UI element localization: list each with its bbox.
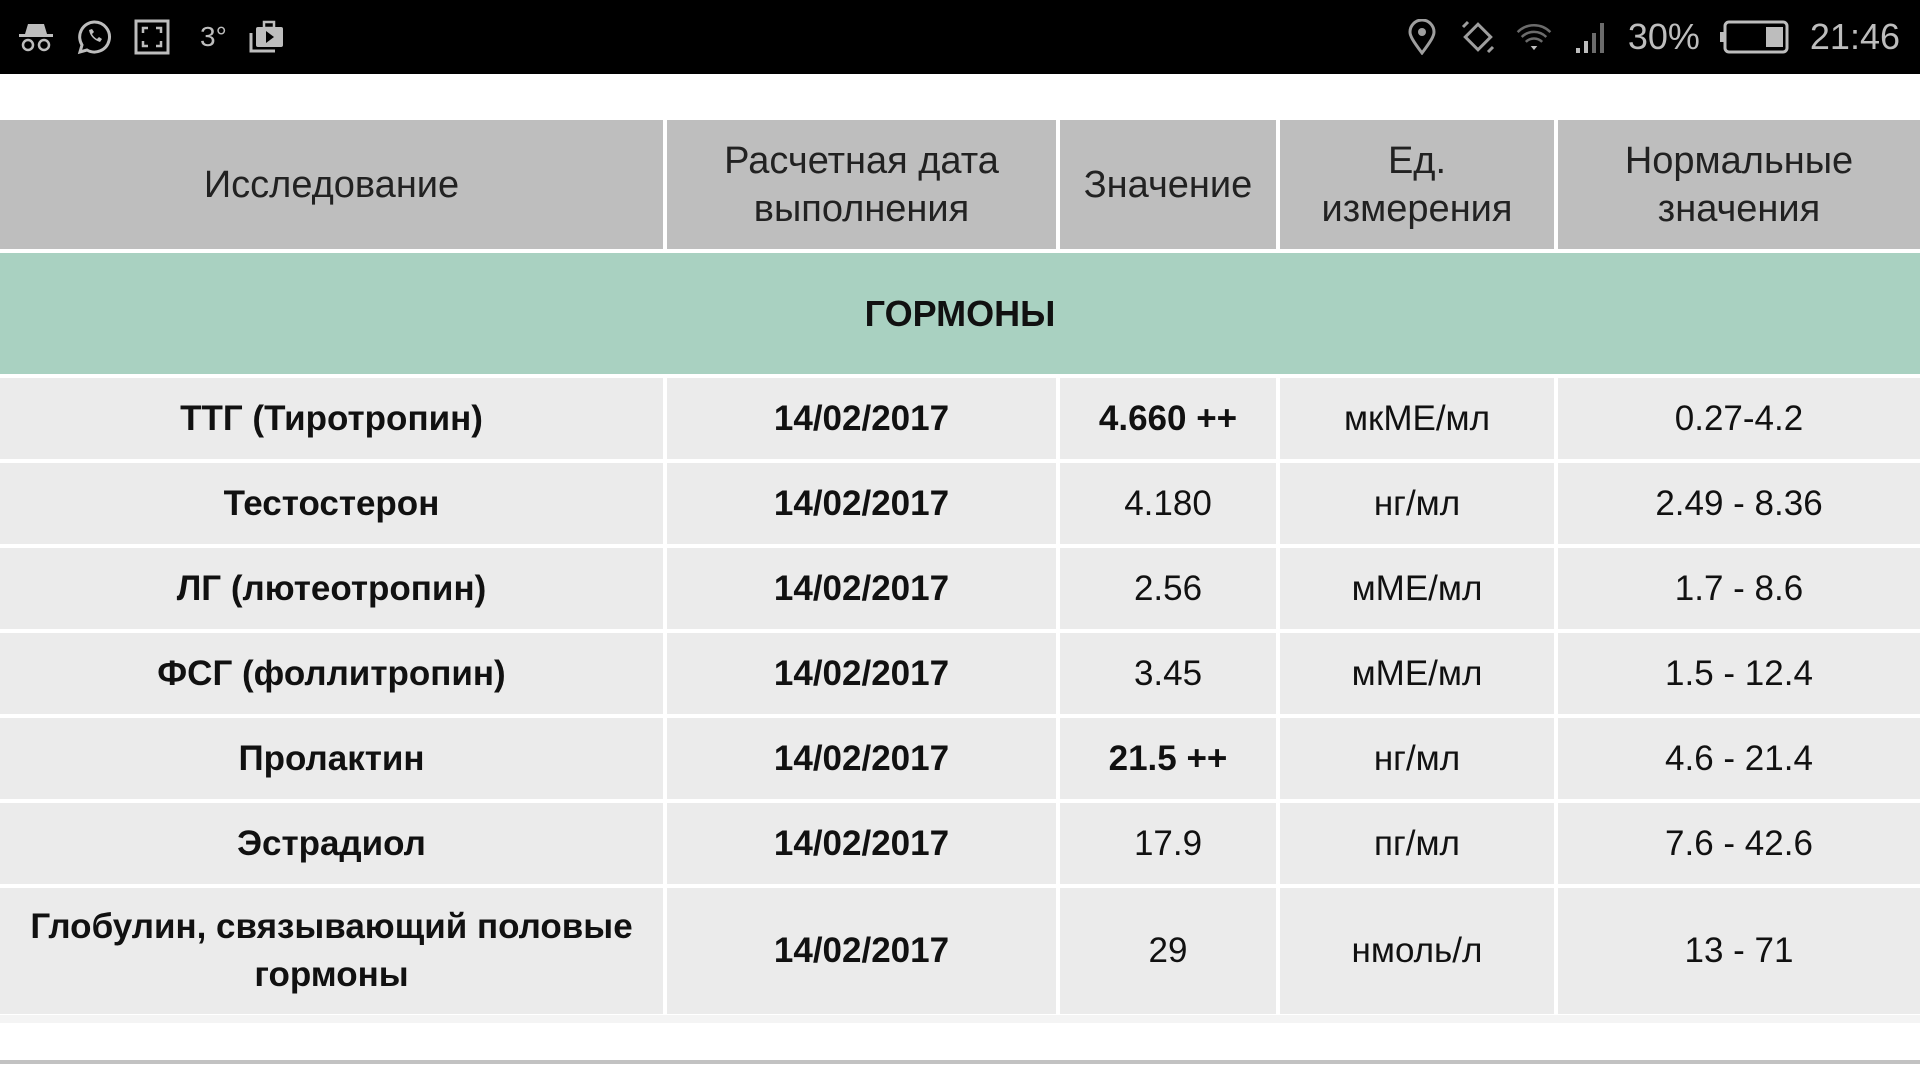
table-row: Пролактин 14/02/2017 21.5 ++ нг/мл 4.6 - 21.… <box>0 714 1920 803</box>
whatsapp-icon <box>76 19 112 55</box>
cell-test: ЛГ (лютеотропин) <box>0 544 667 633</box>
cell-value: 29 <box>1056 884 1280 1018</box>
table-row: ФСГ (фоллитропин) 14/02/2017 3.45 мМЕ/мл 1.5… <box>0 629 1920 718</box>
briefcase-play-icon <box>249 19 285 55</box>
table-row: ЛГ (лютеотропин) 14/02/2017 2.56 мМЕ/мл 1.7 … <box>0 544 1920 633</box>
cell-date: 14/02/2017 <box>663 884 1060 1018</box>
section-row: ГОРМОНЫ <box>0 249 1920 378</box>
cell-test: Тестостерон <box>0 459 667 548</box>
cell-norm: 13 - 71 <box>1554 884 1920 1018</box>
cell-date: 14/02/2017 <box>663 799 1060 888</box>
table-row: Эстрадиол 14/02/2017 17.9 пг/мл 7.6 - 42.6 <box>0 799 1920 888</box>
cell-test: ФСГ (фоллитропин) <box>0 629 667 718</box>
cell-test: Пролактин <box>0 714 667 803</box>
table-row: Тестостерон 14/02/2017 4.180 нг/мл 2.49 - 8.… <box>0 459 1920 548</box>
cell-value: 21.5 ++ <box>1056 714 1280 803</box>
cell-unit: мМЕ/мл <box>1276 544 1558 633</box>
weather-temperature: 3° <box>200 21 227 52</box>
signal-icon <box>1572 19 1608 55</box>
divider <box>0 1060 1920 1064</box>
cell-test: Эстрадиол <box>0 799 667 888</box>
cell-unit: пг/мл <box>1276 799 1558 888</box>
cell-unit: нмоль/л <box>1276 884 1558 1018</box>
cell-value: 17.9 <box>1056 799 1280 888</box>
header-date: Расчетная дата выполнения <box>663 116 1060 253</box>
header-row: Исследование Расчетная дата выполнения З… <box>0 116 1920 253</box>
cell-norm: 1.7 - 8.6 <box>1554 544 1920 633</box>
section-title: ГОРМОНЫ <box>0 249 1920 378</box>
battery-icon <box>1719 19 1790 55</box>
cell-test: Глобулин, связывающий половые гормоны <box>0 884 667 1018</box>
table-row: ТТГ (Тиротропин) 14/02/2017 4.660 ++ мкМЕ/м… <box>0 374 1920 463</box>
cell-norm: 1.5 - 12.4 <box>1554 629 1920 718</box>
location-icon <box>1404 19 1440 55</box>
header-test: Исследование <box>0 116 667 253</box>
cell-value: 4.660 ++ <box>1056 374 1280 463</box>
cell-date: 14/02/2017 <box>663 714 1060 803</box>
table-bottom-strip <box>0 1015 1920 1023</box>
header-norm: Нормальные значения <box>1554 116 1920 253</box>
cell-date: 14/02/2017 <box>663 459 1060 548</box>
cell-value: 3.45 <box>1056 629 1280 718</box>
battery-percent: 30% <box>1627 16 1700 57</box>
clock: 21:46 <box>1809 16 1900 57</box>
cell-norm: 0.27-4.2 <box>1554 374 1920 463</box>
cell-norm: 4.6 - 21.4 <box>1554 714 1920 803</box>
incognito-icon <box>18 19 54 55</box>
table-row: Глобулин, связывающий половые гормоны 14/… <box>0 884 1920 1018</box>
cell-norm: 2.49 - 8.36 <box>1554 459 1920 548</box>
header-value: Значение <box>1056 116 1280 253</box>
cell-norm: 7.6 - 42.6 <box>1554 799 1920 888</box>
cell-date: 14/02/2017 <box>663 374 1060 463</box>
cell-unit: мкМЕ/мл <box>1276 374 1558 463</box>
cell-unit: нг/мл <box>1276 459 1558 548</box>
cell-unit: мМЕ/мл <box>1276 629 1558 718</box>
cell-value: 4.180 <box>1056 459 1280 548</box>
cell-date: 14/02/2017 <box>663 544 1060 633</box>
cell-date: 14/02/2017 <box>663 629 1060 718</box>
rotate-icon <box>1460 19 1496 55</box>
header-unit: Ед. измерения <box>1276 116 1558 253</box>
wifi-icon <box>1516 19 1552 55</box>
cell-unit: нг/мл <box>1276 714 1558 803</box>
status-bar: 3° 30% 21:46 <box>0 0 1920 74</box>
cell-value: 2.56 <box>1056 544 1280 633</box>
screenshot-icon <box>134 19 170 55</box>
lab-results-table: Исследование Расчетная дата выполнения З… <box>0 116 1920 1018</box>
cell-test: ТТГ (Тиротропин) <box>0 374 667 463</box>
